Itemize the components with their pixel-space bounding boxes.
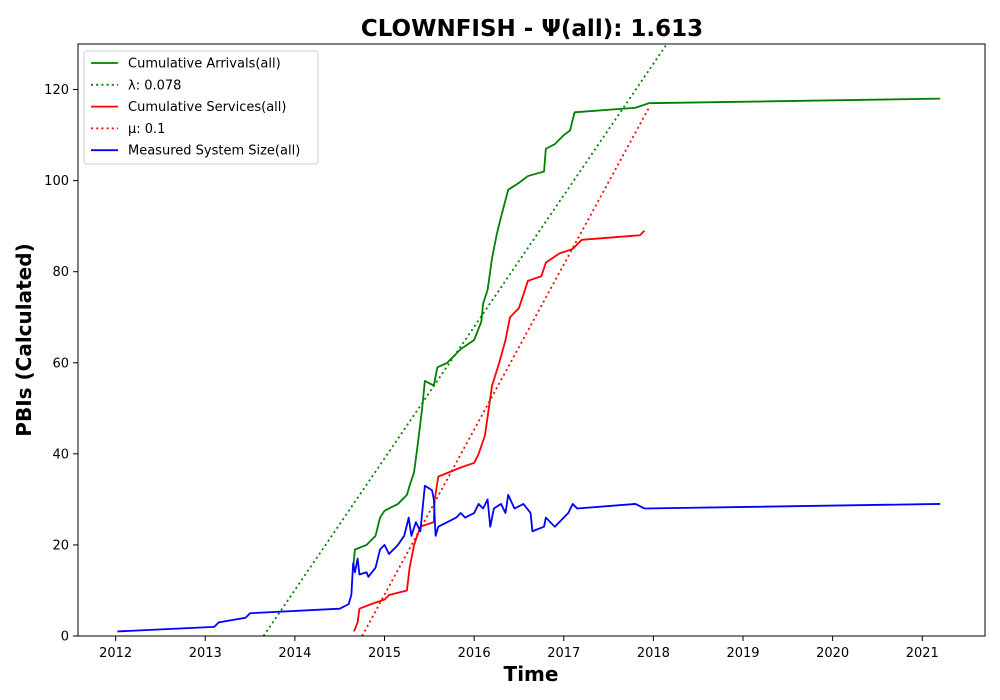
series-line-0 <box>352 97 941 568</box>
legend-label-3: μ: 0.1 <box>128 122 165 137</box>
x-tick-label: 2015 <box>368 646 401 661</box>
plot-frame <box>77 43 986 637</box>
x-tick-label: 2020 <box>816 646 849 661</box>
legend-label-0: Cumulative Arrivals(all) <box>128 57 281 72</box>
x-tick-label: 2012 <box>99 646 132 661</box>
x-tick-label: 2017 <box>547 646 580 661</box>
x-tick-label: 2018 <box>637 646 670 661</box>
x-axis-ticks: 2012 2013 2014 2015 2016 2017 2018 2019 2020 2021 <box>99 636 939 661</box>
series-line-2 <box>353 230 646 632</box>
legend-box <box>83 50 319 165</box>
y-tick-label: 40 <box>52 447 69 462</box>
y-tick-label: 0 <box>61 630 69 645</box>
x-axis-label: Time <box>504 662 559 686</box>
y-tick-label: 100 <box>44 174 69 189</box>
legend-label-2: Cumulative Services(all) <box>128 100 286 115</box>
y-tick-label: 60 <box>52 356 69 371</box>
legend: Cumulative Arrivals(all) λ: 0.078 Cumulati… <box>83 50 319 165</box>
x-tick-label: 2019 <box>726 646 759 661</box>
legend-label-1: λ: 0.078 <box>128 78 181 93</box>
x-tick-label: 2021 <box>906 646 939 661</box>
x-tick-label: 2016 <box>458 646 491 661</box>
chart-title: CLOWNFISH - Ψ(all): 1.613 <box>361 16 703 42</box>
x-tick-label: 2013 <box>189 646 222 661</box>
y-axis-label: PBIs (Calculated) <box>12 243 36 436</box>
series-layer <box>117 44 941 636</box>
y-tick-label: 120 <box>44 83 69 98</box>
y-tick-label: 20 <box>52 538 69 553</box>
legend-label-4: Measured System Size(all) <box>128 144 300 159</box>
x-tick-label: 2014 <box>278 646 311 661</box>
y-tick-label: 80 <box>52 265 69 280</box>
series-line-4 <box>117 484 941 633</box>
y-axis-ticks: 0 20 40 60 80 100 120 <box>44 83 78 645</box>
series-line-3 <box>361 107 650 636</box>
